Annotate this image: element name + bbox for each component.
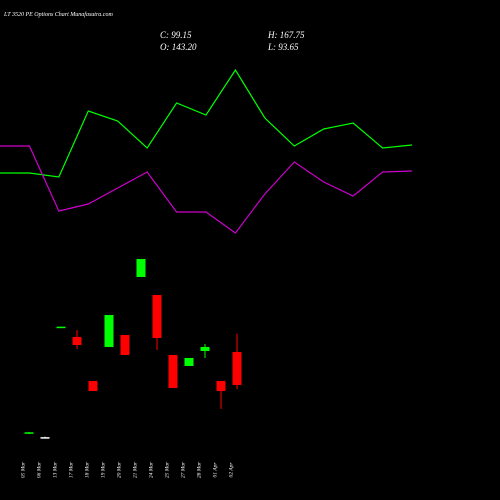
x-tick-label: 25 Mar <box>164 461 170 478</box>
high-label: H: 167.75 <box>267 30 305 40</box>
candle-body <box>88 380 98 392</box>
candle-body <box>168 354 178 389</box>
candle-body <box>136 258 146 278</box>
x-tick-label: 18 Mar <box>84 461 90 478</box>
x-tick-label: 17 Mar <box>68 461 74 478</box>
x-tick-label: 28 Mar <box>196 461 202 478</box>
candle-body <box>24 432 34 434</box>
candle-body <box>184 357 194 366</box>
candle-body <box>120 334 130 355</box>
x-tick-label: 13 Mar <box>52 461 58 478</box>
candle-body <box>72 337 82 346</box>
low-label: L: 93.65 <box>267 42 299 52</box>
candle-body <box>40 437 50 439</box>
open-label: O: 143.20 <box>160 42 197 52</box>
x-tick-label: 21 Mar <box>132 461 138 478</box>
candle-body <box>200 346 210 352</box>
x-tick-label: 27 Mar <box>180 461 186 478</box>
x-tick-label: 20 Mar <box>116 461 122 478</box>
x-tick-label: 06 Mar <box>36 461 42 478</box>
x-tick-label: 19 Mar <box>100 461 106 478</box>
candle-body <box>216 380 226 392</box>
close-label: C: 99.15 <box>160 30 192 40</box>
candle-body <box>152 294 162 338</box>
indicator-line <box>0 145 413 234</box>
candle-body <box>56 326 66 329</box>
x-tick-label: 05 Mar <box>20 461 26 478</box>
x-tick-label: 24 Mar <box>147 461 154 478</box>
indicator-line <box>0 68 413 178</box>
candle-body <box>232 351 242 385</box>
x-tick-label: 02 Apr <box>228 462 234 478</box>
candle-body <box>104 314 114 347</box>
chart-title: LT 3520 PE Options Chart Munafasutra.com <box>3 11 113 18</box>
x-tick-label: 01 Apr <box>212 462 218 478</box>
